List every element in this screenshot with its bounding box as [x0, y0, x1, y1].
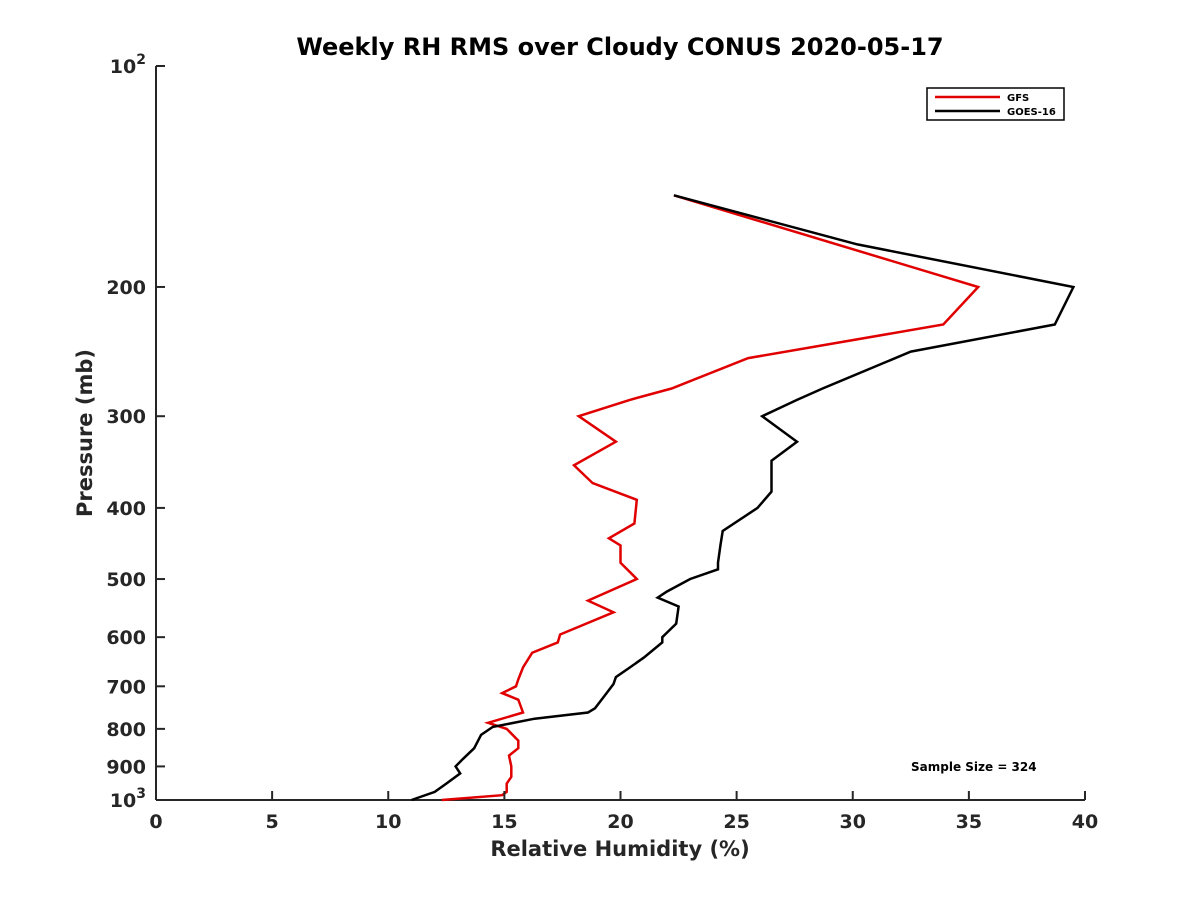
- y-tick-label: 300: [106, 406, 146, 428]
- x-tick-label: 25: [723, 811, 749, 833]
- x-tick-label: 5: [266, 811, 279, 833]
- x-tick-label: 35: [956, 811, 982, 833]
- series-layer: [411, 194, 1076, 802]
- x-tick-label: 0: [149, 811, 162, 833]
- x-axis-label: Relative Humidity (%): [490, 837, 749, 861]
- legend: GFS GOES-16: [926, 87, 1065, 121]
- y-axis-label: Pressure (mb): [73, 349, 97, 517]
- x-tick-label: 10: [375, 811, 401, 833]
- y-tick-base: 10: [110, 790, 136, 812]
- x-axis-ticks: 0 5 10 15 20 25 30 35 40: [149, 791, 1098, 833]
- y-tick-label: 800: [106, 719, 146, 741]
- x-tick-label: 20: [607, 811, 633, 833]
- legend-box: [926, 87, 1065, 121]
- x-tick-label: 30: [840, 811, 866, 833]
- y-tick-label: 103: [110, 786, 146, 812]
- x-tick-label: 40: [1072, 811, 1098, 833]
- y-tick-label: 700: [106, 676, 146, 698]
- series-line-gfs: [441, 194, 981, 802]
- y-tick-exponent: 3: [136, 786, 146, 802]
- legend-label-gfs: GFS: [1007, 93, 1029, 104]
- y-tick-label: 900: [106, 756, 146, 778]
- plot-area: [155, 66, 1085, 802]
- y-tick-exponent: 2: [136, 52, 146, 68]
- x-tick-label: 15: [491, 811, 517, 833]
- sample-size-annotation: Sample Size = 324: [911, 760, 1037, 774]
- y-tick-label: 500: [106, 569, 146, 591]
- chart-title: Weekly RH RMS over Cloudy CONUS 2020-05-…: [296, 33, 943, 61]
- legend-label-goes16: GOES-16: [1007, 107, 1056, 118]
- y-tick-base: 10: [110, 56, 136, 78]
- y-tick-label: 200: [106, 277, 146, 299]
- y-tick-label: 400: [106, 498, 146, 520]
- series-line-goes16: [411, 194, 1076, 802]
- y-tick-label: 600: [106, 627, 146, 649]
- y-tick-label: 102: [110, 52, 146, 78]
